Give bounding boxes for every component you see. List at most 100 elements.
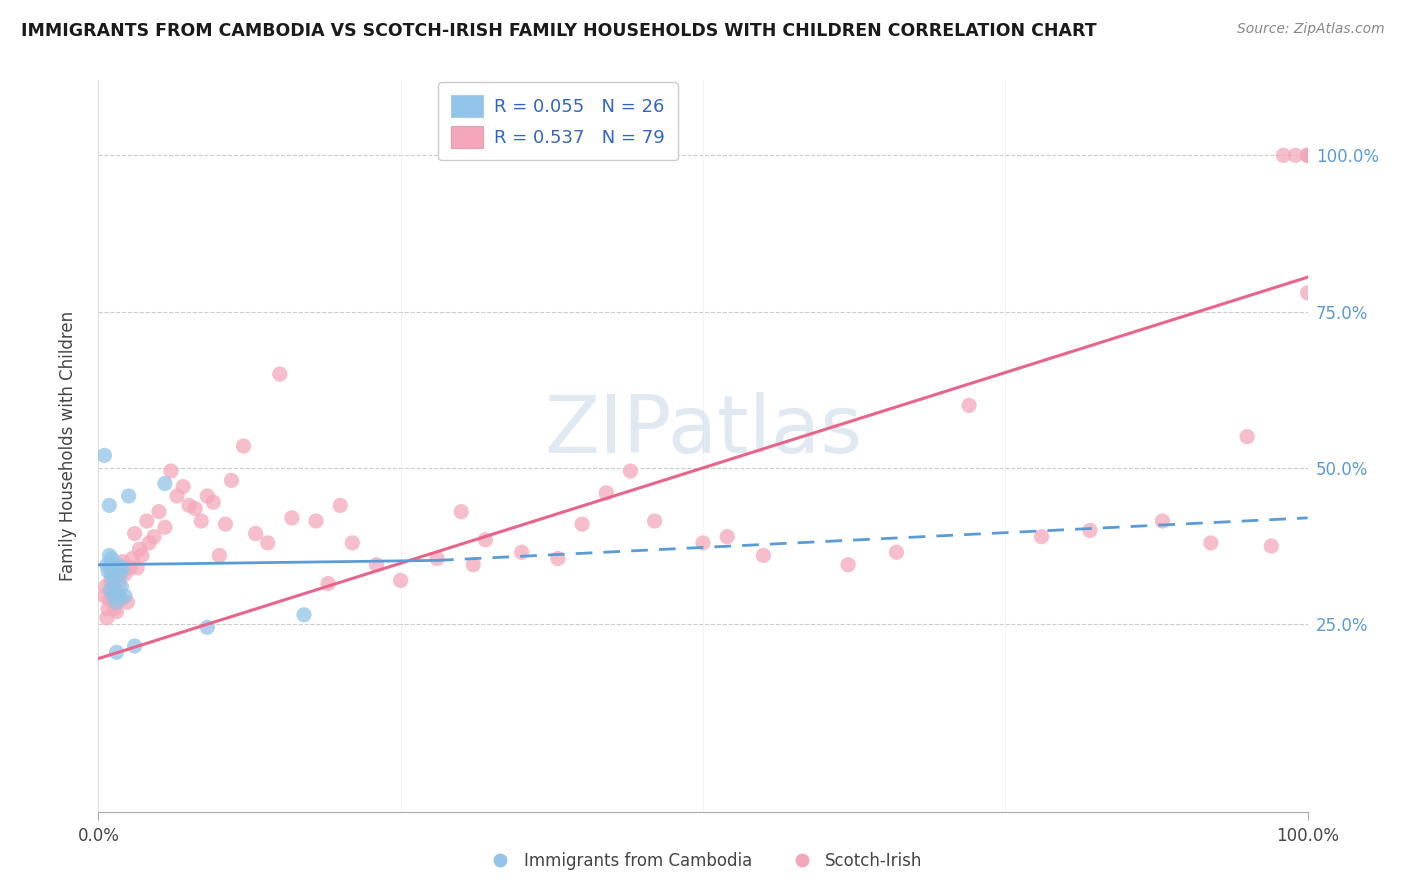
Point <box>886 545 908 559</box>
Point <box>1272 148 1295 162</box>
Point <box>118 489 141 503</box>
Point <box>97 601 120 615</box>
Point <box>195 620 218 634</box>
Point <box>221 474 243 488</box>
Point <box>329 499 352 513</box>
Point <box>292 607 315 622</box>
Point <box>184 501 207 516</box>
Point <box>160 464 183 478</box>
Point <box>571 517 593 532</box>
Point <box>108 564 131 578</box>
Point <box>172 480 194 494</box>
Point <box>716 530 738 544</box>
Point <box>1031 530 1053 544</box>
Point <box>124 526 146 541</box>
Point <box>114 567 136 582</box>
Point <box>450 505 472 519</box>
Point <box>1199 536 1222 550</box>
Point <box>97 564 120 578</box>
Point <box>1296 148 1319 162</box>
Point <box>131 549 153 563</box>
Point <box>98 592 121 607</box>
Point <box>110 580 132 594</box>
Point <box>114 589 136 603</box>
Point <box>93 589 115 603</box>
Point <box>96 558 118 572</box>
Point <box>389 574 412 588</box>
Legend: Immigrants from Cambodia, Scotch-Irish: Immigrants from Cambodia, Scotch-Irish <box>477 846 929 877</box>
Point <box>692 536 714 550</box>
Point <box>316 576 339 591</box>
Point <box>100 574 122 588</box>
Point <box>128 542 150 557</box>
Point <box>644 514 666 528</box>
Point <box>105 595 128 609</box>
Point <box>256 536 278 550</box>
Point <box>100 582 122 597</box>
Point <box>190 514 212 528</box>
Point <box>98 549 121 563</box>
Point <box>202 495 225 509</box>
Point <box>1284 148 1306 162</box>
Point <box>143 530 166 544</box>
Point <box>153 476 176 491</box>
Point <box>110 592 132 607</box>
Point <box>103 601 125 615</box>
Point <box>281 511 304 525</box>
Point <box>957 398 980 412</box>
Point <box>108 589 131 603</box>
Point <box>107 558 129 572</box>
Point <box>100 589 122 603</box>
Point <box>105 605 128 619</box>
Point <box>342 536 364 550</box>
Point <box>179 499 201 513</box>
Y-axis label: Family Households with Children: Family Households with Children <box>59 311 77 581</box>
Point <box>366 558 388 572</box>
Point <box>463 558 485 572</box>
Point <box>101 580 124 594</box>
Point <box>1296 285 1319 300</box>
Point <box>510 545 533 559</box>
Point <box>135 514 157 528</box>
Text: Source: ZipAtlas.com: Source: ZipAtlas.com <box>1237 22 1385 37</box>
Point <box>103 564 125 578</box>
Point <box>619 464 641 478</box>
Point <box>214 517 236 532</box>
Point <box>837 558 859 572</box>
Point <box>305 514 328 528</box>
Point <box>245 526 267 541</box>
Point <box>547 551 569 566</box>
Legend: R = 0.055   N = 26, R = 0.537   N = 79: R = 0.055 N = 26, R = 0.537 N = 79 <box>439 82 678 161</box>
Point <box>108 576 131 591</box>
Point <box>104 582 127 597</box>
Point <box>111 555 134 569</box>
Point <box>124 639 146 653</box>
Text: IMMIGRANTS FROM CAMBODIA VS SCOTCH-IRISH FAMILY HOUSEHOLDS WITH CHILDREN CORRELA: IMMIGRANTS FROM CAMBODIA VS SCOTCH-IRISH… <box>21 22 1097 40</box>
Point <box>166 489 188 503</box>
Point <box>269 367 291 381</box>
Point <box>1296 148 1319 162</box>
Point <box>138 536 160 550</box>
Point <box>107 586 129 600</box>
Point <box>105 645 128 659</box>
Point <box>104 586 127 600</box>
Point <box>148 505 170 519</box>
Point <box>111 561 134 575</box>
Point <box>426 551 449 566</box>
Point <box>96 611 118 625</box>
Point <box>208 549 231 563</box>
Point <box>752 549 775 563</box>
Point <box>121 551 143 566</box>
Text: ZIPatlas: ZIPatlas <box>544 392 862 470</box>
Point <box>1236 429 1258 443</box>
Point <box>474 533 496 547</box>
Point <box>232 439 254 453</box>
Point <box>94 580 117 594</box>
Point <box>100 567 122 582</box>
Point <box>117 595 139 609</box>
Point <box>1296 148 1319 162</box>
Point <box>98 499 121 513</box>
Point <box>101 589 124 603</box>
Point <box>93 449 115 463</box>
Point <box>195 489 218 503</box>
